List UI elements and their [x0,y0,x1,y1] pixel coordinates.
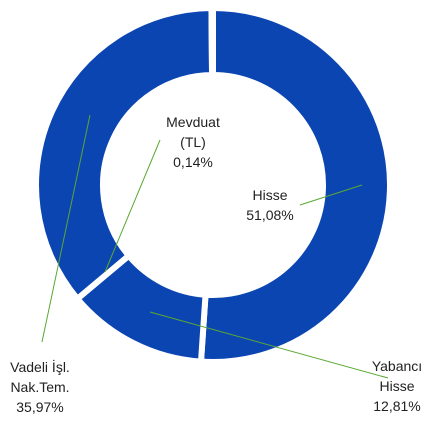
slice [33,4,216,303]
leader-line [41,114,91,343]
value-label: 12,81% [373,398,421,414]
category-label: Yabancı Hisse [371,358,423,394]
value-label: 51,08% [246,207,294,223]
slice-label: Yabancı Hisse 12,81% [369,356,425,416]
slice-label: Mevduat (TL) 0,14% [161,112,225,172]
category-label: Hisse [252,187,288,203]
value-label: 0,14% [173,154,213,170]
leader-line [104,139,161,273]
slice-label: Hisse 51,08% [235,185,305,225]
category-label: Mevduat (TL) [166,114,220,150]
slice [208,4,216,79]
leader-line [149,311,389,379]
slice [197,4,393,365]
slice-label: Vadeli İşl. Nak.Tem. 35,97% [0,357,80,417]
category-label: Vadeli İşl. Nak.Tem. [10,359,70,395]
leader-line [299,184,363,206]
value-label: 35,97% [16,399,64,415]
